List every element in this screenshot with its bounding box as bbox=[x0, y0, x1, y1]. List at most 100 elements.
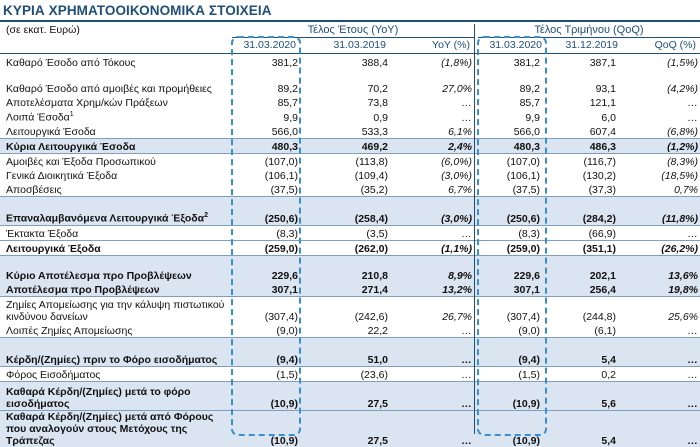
row-label-text: Κύριο Αποτέλεσμα προ Προβλέψεων bbox=[6, 269, 192, 282]
row-label-text: Λοιπές Ζημίες Απομείωσης bbox=[6, 324, 133, 337]
row-label-text: Κύρια Λειτουργικά Έσοδα bbox=[6, 140, 136, 153]
value-2019: (109,4) bbox=[354, 169, 388, 182]
qoq-change: … bbox=[687, 111, 699, 124]
yoy-change: … bbox=[390, 337, 474, 367]
col-header-c5: 31.12.2019 bbox=[565, 39, 618, 51]
qoq-change: 0,7% bbox=[618, 181, 700, 197]
row-label-text: Αποτέλεσμα προ Προβλέψεων bbox=[6, 283, 160, 296]
value-2020-yoy: (10,9) bbox=[232, 410, 300, 447]
value-2020-qoq: 480,3 bbox=[474, 138, 542, 154]
value-2019: 22,2 bbox=[300, 322, 390, 338]
row-label-text: Αποσβέσεις bbox=[6, 183, 62, 196]
table-row: Φόρος Εισοδήματος (1,5) (23,6)… (1,5) 0,2… bbox=[0, 366, 700, 382]
value-dec-2019: (351,1) bbox=[542, 240, 618, 256]
value-2019: (242,6) bbox=[354, 310, 388, 323]
financial-table-body: Καθαρό Έσοδο από Τόκους 381,2 388,4 (1,8%) 3… bbox=[0, 55, 700, 447]
value-2019: (113,8) bbox=[355, 155, 389, 168]
row-label: Ζημίες Απομείωσης για την κάλυψη πιστωτι… bbox=[0, 296, 232, 323]
qoq-change: 25,6% bbox=[668, 310, 698, 323]
table-row: Κύριο Αποτέλεσμα προ Προβλέψεων 229,6 210,… bbox=[0, 255, 700, 282]
row-label: Γενικά Διοικητικά Έξοδα bbox=[0, 168, 232, 182]
row-label-text: Κέρδη/(Ζημίες) πριν το Φόρο εισοδήματος bbox=[6, 353, 218, 366]
value-2020-qoq: 307,1 bbox=[474, 281, 542, 297]
value-2020-qoq: 85,7 bbox=[519, 97, 540, 109]
row-label-text: Λειτουργικά Έσοδα bbox=[6, 125, 96, 138]
table-row: Αποτέλεσμα προ Προβλέψεων 307,1 271,4 13,2%… bbox=[0, 281, 700, 297]
row-label: Κέρδη/(Ζημίες) πριν το Φόρο εισοδήματος bbox=[0, 337, 232, 367]
value-2019: (262,0) bbox=[300, 240, 390, 256]
table-row: Λειτουργικά Έσοδα 566,0 533,3 6,1% 566,0 607,… bbox=[0, 123, 700, 139]
yoy-change: 6,7% bbox=[390, 181, 474, 197]
qoq-change: 19,8% bbox=[618, 281, 700, 297]
value-dec-2019: 256,4 bbox=[542, 281, 618, 297]
yoy-change: 13,2% bbox=[390, 281, 474, 297]
yoy-change: 2,4% bbox=[390, 138, 474, 154]
value-2020-qoq: 89,2 bbox=[519, 83, 540, 95]
yoy-change: … bbox=[461, 111, 473, 124]
value-2020-qoq: (259,0) bbox=[474, 240, 542, 256]
yoy-change: … bbox=[390, 410, 474, 447]
value-2020-yoy: (1,5) bbox=[232, 366, 300, 382]
value-2020-yoy: (250,6) bbox=[232, 196, 300, 226]
value-2020-qoq: (1,5) bbox=[474, 366, 542, 382]
table-row: Λοιπές Ζημίες Απομείωσης (9,0) 22,2… (9,0)(… bbox=[0, 322, 700, 338]
qoq-change: … bbox=[618, 322, 700, 338]
value-2020-qoq: (10,9) bbox=[474, 410, 542, 447]
value-2020-qoq: 229,6 bbox=[474, 255, 542, 282]
value-dec-2019: 5,4 bbox=[542, 410, 618, 447]
table-row: Λειτουργικά Έξοδα (259,0) (262,0) (1,1%) (25… bbox=[0, 240, 700, 256]
value-2020-yoy: 85,7 bbox=[277, 97, 298, 109]
row-label: Καθαρό Έσοδο από αμοιβές και προμήθειες bbox=[0, 69, 232, 95]
title-underline bbox=[0, 20, 700, 22]
yoy-change: (6,0%) bbox=[441, 155, 472, 168]
unit-label: (σε εκατ. Ευρώ) bbox=[6, 24, 80, 36]
value-2020-yoy: 381,2 bbox=[271, 57, 298, 69]
row-label: Λειτουργικά Έξοδα bbox=[0, 240, 232, 256]
value-2019: 210,8 bbox=[300, 255, 390, 282]
yoy-change: 8,9% bbox=[390, 255, 474, 282]
qoq-change: … bbox=[687, 97, 699, 109]
value-2020-yoy: 307,1 bbox=[232, 281, 300, 297]
value-dec-2019: 5,6 bbox=[542, 381, 618, 411]
col-header-c4: 31.03.2020 bbox=[489, 39, 542, 51]
table-row: Καθαρά Κέρδη/(Ζημίες) μετά από Φόρους πο… bbox=[0, 410, 700, 447]
row-label: Καθαρά Κέρδη/(Ζημίες) μετά από Φόρους πο… bbox=[0, 410, 232, 447]
yoy-change: … bbox=[390, 225, 474, 241]
yoy-change: … bbox=[390, 381, 474, 411]
value-2020-yoy: 89,2 bbox=[277, 83, 298, 95]
value-2020-yoy: (106,1) bbox=[264, 169, 298, 182]
row-label: Αποτέλεσμα προ Προβλέψεων bbox=[0, 281, 232, 297]
group-rule-yoy bbox=[232, 37, 474, 38]
value-2019: 51,0 bbox=[300, 337, 390, 367]
value-dec-2019: 486,3 bbox=[542, 138, 618, 154]
col-header-qoq: QoQ (%) bbox=[654, 39, 696, 51]
value-2020-yoy: 9,9 bbox=[283, 111, 298, 124]
value-2020-qoq: (250,6) bbox=[474, 196, 542, 226]
table-row: Αμοιβές και Έξοδα Προσωπικού (107,0) (113,… bbox=[0, 153, 700, 168]
report-title: ΚΥΡΙΑ ΧΡΗΜΑΤΟΟΙΚΟΝΟΜΙΚΑ ΣΤΟΙΧΕΙΑ bbox=[3, 3, 272, 18]
qoq-change: (1,2%) bbox=[618, 138, 700, 154]
row-label-text: Καθαρά Κέρδη/(Ζημίες) μετά το φόρο εισοδ… bbox=[6, 385, 191, 410]
value-2020-qoq: (307,4) bbox=[506, 310, 540, 323]
value-2020-yoy: (107,0) bbox=[264, 155, 298, 168]
row-label-text: Καθαρό Έσοδο από Τόκους bbox=[6, 57, 136, 69]
table-row: Έκτακτα Έξοδα (8,3) (3,5)… (8,3) (66,9)… bbox=[0, 225, 700, 241]
qoq-change: … bbox=[618, 225, 700, 241]
table-row: Κέρδη/(Ζημίες) πριν το Φόρο εισοδήματος (… bbox=[0, 337, 700, 367]
value-2020-yoy: 229,6 bbox=[232, 255, 300, 282]
value-2019: 533,3 bbox=[300, 123, 390, 139]
value-2020-yoy: 566,0 bbox=[232, 123, 300, 139]
value-2019: 0,9 bbox=[373, 111, 388, 124]
value-dec-2019: 5,4 bbox=[542, 337, 618, 367]
col-header-c2: 31.03.2019 bbox=[333, 39, 386, 51]
yoy-change: … bbox=[390, 322, 474, 338]
value-2020-yoy: (307,4) bbox=[264, 310, 298, 323]
value-dec-2019: (66,9) bbox=[542, 225, 618, 241]
qoq-change: … bbox=[618, 381, 700, 411]
value-2020-qoq: (37,5) bbox=[474, 181, 542, 197]
group-rule-qoq bbox=[478, 37, 700, 38]
value-2019: 469,2 bbox=[300, 138, 390, 154]
value-2020-yoy: (9,0) bbox=[232, 322, 300, 338]
value-dec-2019: (116,7) bbox=[583, 155, 617, 168]
value-dec-2019: 387,1 bbox=[589, 57, 616, 69]
